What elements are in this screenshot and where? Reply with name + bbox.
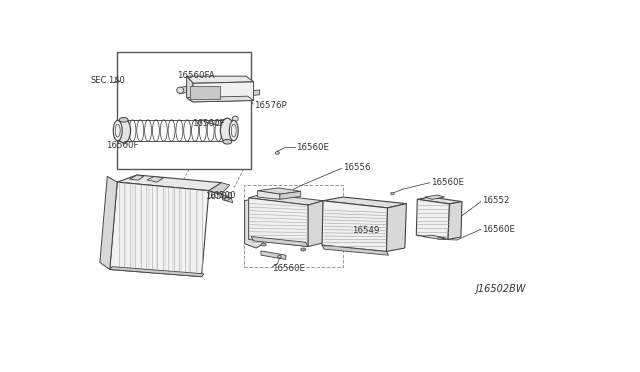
- Polygon shape: [100, 176, 117, 269]
- Ellipse shape: [177, 87, 184, 93]
- Ellipse shape: [113, 121, 122, 141]
- Ellipse shape: [301, 248, 306, 251]
- Polygon shape: [322, 245, 388, 255]
- Bar: [117, 52, 251, 169]
- Polygon shape: [422, 235, 446, 239]
- Ellipse shape: [438, 237, 442, 240]
- Polygon shape: [322, 201, 388, 251]
- Polygon shape: [249, 193, 323, 205]
- Polygon shape: [147, 176, 163, 182]
- Polygon shape: [308, 201, 323, 247]
- Polygon shape: [417, 197, 462, 204]
- Polygon shape: [187, 76, 253, 83]
- Text: 16560F: 16560F: [192, 119, 225, 128]
- Polygon shape: [129, 175, 143, 180]
- Bar: [190, 86, 220, 99]
- Ellipse shape: [220, 118, 234, 143]
- Text: 16560E: 16560E: [273, 264, 305, 273]
- Polygon shape: [257, 191, 280, 199]
- Polygon shape: [257, 188, 301, 194]
- Polygon shape: [251, 237, 308, 247]
- Text: 16549: 16549: [352, 226, 379, 235]
- Ellipse shape: [225, 197, 229, 201]
- Text: 16552: 16552: [483, 196, 509, 205]
- Polygon shape: [448, 202, 462, 240]
- Polygon shape: [110, 182, 209, 277]
- Polygon shape: [117, 175, 221, 191]
- Ellipse shape: [232, 116, 238, 121]
- Polygon shape: [244, 198, 264, 248]
- Text: 16560E: 16560E: [296, 143, 329, 152]
- Polygon shape: [187, 76, 193, 102]
- Ellipse shape: [275, 151, 280, 154]
- Polygon shape: [280, 191, 301, 199]
- Polygon shape: [187, 96, 253, 102]
- Text: 16500: 16500: [205, 192, 232, 201]
- Text: SEC.140: SEC.140: [91, 76, 125, 85]
- Ellipse shape: [391, 192, 394, 195]
- Ellipse shape: [277, 256, 282, 258]
- Polygon shape: [323, 197, 406, 208]
- Polygon shape: [209, 183, 230, 194]
- Polygon shape: [110, 267, 204, 277]
- Polygon shape: [179, 86, 187, 94]
- Text: 16576P: 16576P: [253, 101, 286, 110]
- Text: 16556: 16556: [343, 163, 371, 172]
- Polygon shape: [221, 194, 233, 203]
- Text: 16560FA: 16560FA: [177, 71, 215, 80]
- Polygon shape: [253, 90, 260, 95]
- Polygon shape: [249, 198, 308, 247]
- Text: J16502BW: J16502BW: [476, 284, 526, 294]
- Ellipse shape: [223, 140, 232, 144]
- Polygon shape: [416, 199, 449, 240]
- Text: 16560F: 16560F: [106, 141, 138, 150]
- Text: 16560E: 16560E: [482, 225, 515, 234]
- Bar: [244, 185, 343, 267]
- Ellipse shape: [116, 118, 131, 143]
- Ellipse shape: [229, 121, 238, 141]
- Text: 16500: 16500: [208, 191, 236, 201]
- Polygon shape: [261, 251, 286, 260]
- Text: 16560E: 16560E: [431, 178, 464, 187]
- Polygon shape: [387, 203, 406, 251]
- Ellipse shape: [119, 118, 128, 122]
- Polygon shape: [425, 195, 445, 199]
- Ellipse shape: [261, 243, 266, 246]
- Polygon shape: [193, 82, 253, 102]
